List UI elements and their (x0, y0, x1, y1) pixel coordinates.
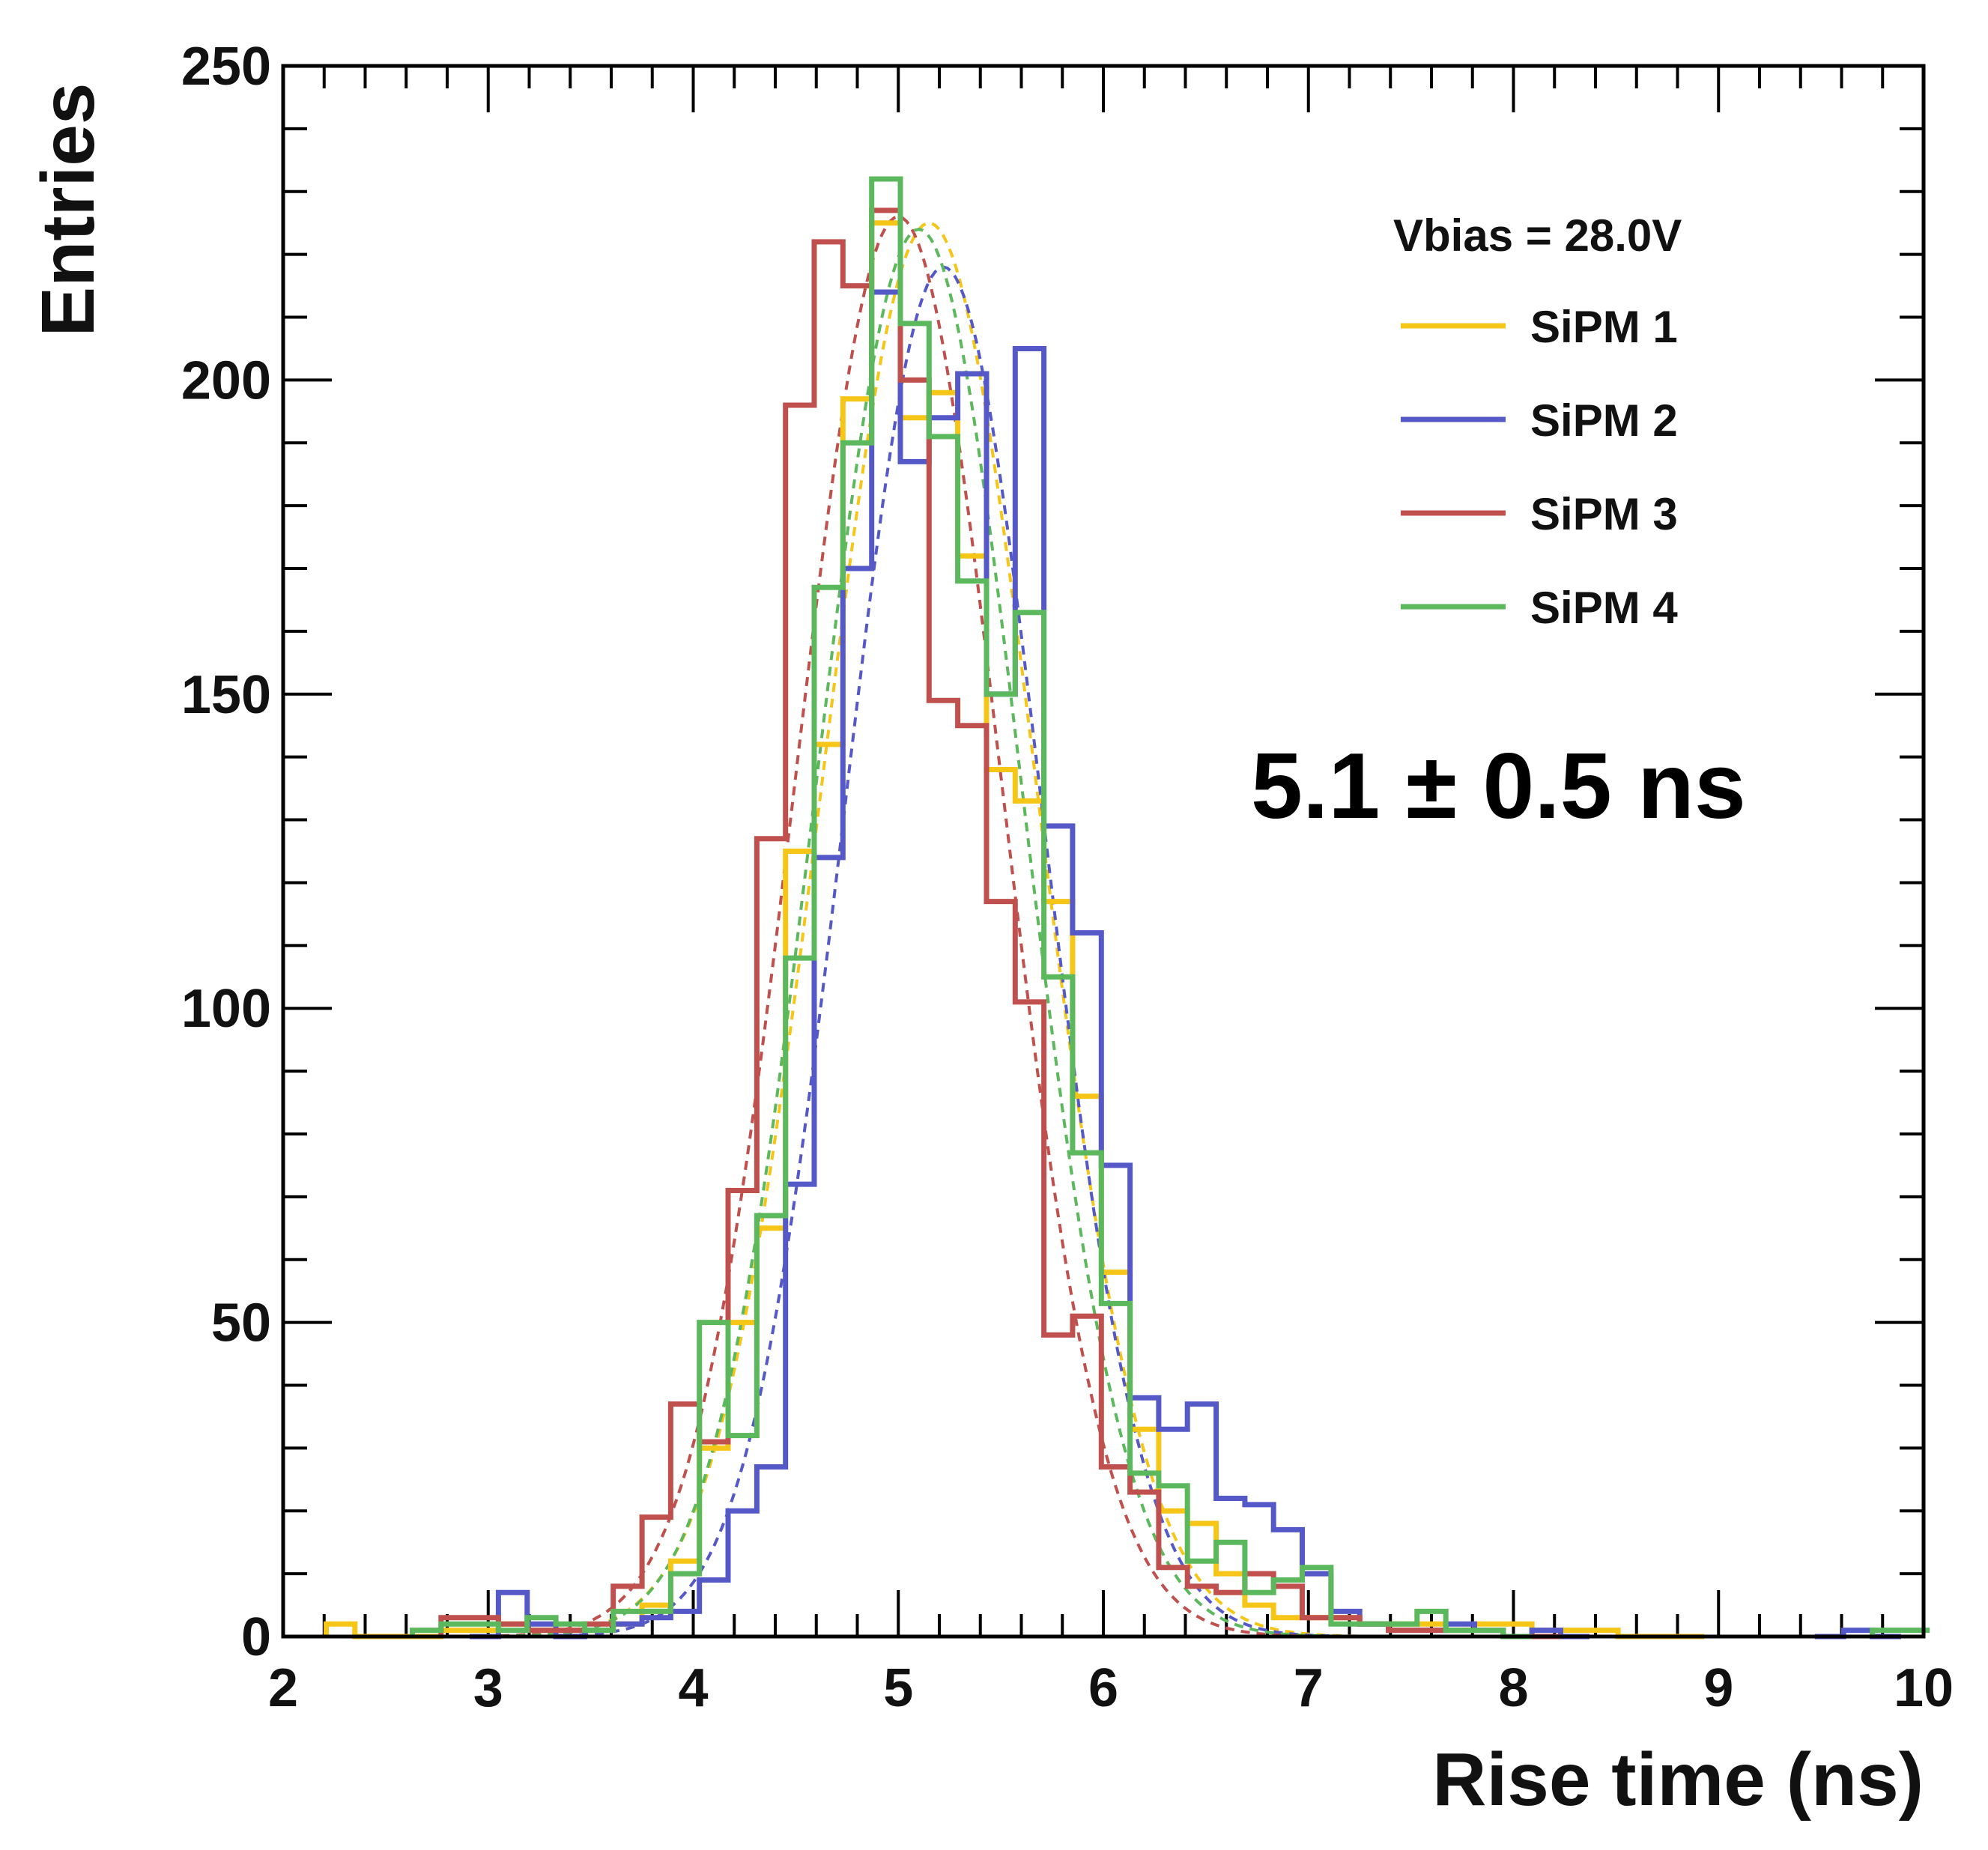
x-tick-label: 7 (1294, 1658, 1324, 1718)
legend-label: SiPM 3 (1530, 489, 1678, 539)
legend-label: SiPM 2 (1530, 395, 1678, 446)
x-tick-label: 4 (678, 1658, 708, 1718)
x-tick-label: 5 (883, 1658, 913, 1718)
y-tick-label: 100 (181, 979, 271, 1039)
y-tick-label: 250 (181, 37, 271, 97)
y-tick-label: 200 (181, 351, 271, 410)
x-tick-label: 6 (1088, 1658, 1118, 1718)
y-tick-label: 0 (241, 1607, 271, 1667)
histogram-sipm-4 (410, 176, 1930, 1640)
y-axis-title: Entries (26, 82, 110, 336)
x-tick-label: 10 (1894, 1658, 1954, 1718)
plot-frame (281, 64, 1926, 1639)
y-tick-label: 50 (211, 1294, 271, 1353)
x-tick-label: 8 (1498, 1658, 1528, 1718)
legend-entries: SiPM 1 SiPM 2 SiPM 3 SiPM 4 (1401, 302, 1678, 633)
y-tick-label: 150 (181, 665, 271, 725)
legend-title: Vbias = 28.0V (1393, 210, 1682, 261)
x-tick-label: 9 (1703, 1658, 1733, 1718)
fit-curve-sipm-1 (406, 222, 1514, 1638)
rise-time-annotation: 5.1 ± 0.5 ns (1251, 735, 1746, 838)
histogram-sipm-3 (438, 207, 1561, 1640)
x-axis-title: Rise time (ns) (1432, 1738, 1924, 1822)
legend: Vbias = 28.0V SiPM 1 SiPM 2 SiPM 3 SiPM 4 (1393, 210, 1682, 633)
legend-label: SiPM 4 (1530, 583, 1678, 633)
x-tick-label: 3 (473, 1658, 503, 1718)
x-tick-label: 2 (268, 1658, 298, 1718)
legend-label: SiPM 1 (1530, 302, 1678, 352)
